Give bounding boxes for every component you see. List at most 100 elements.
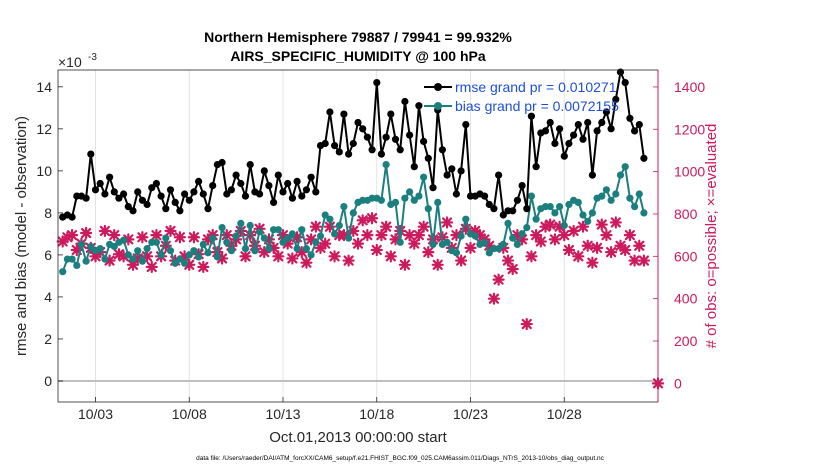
- bias-point: [223, 238, 231, 246]
- x-tick-label: 10/28: [547, 406, 582, 422]
- bias-point: [429, 240, 437, 248]
- obs-point: [159, 239, 172, 252]
- bias-point: [457, 232, 465, 240]
- obs-point: [328, 250, 341, 263]
- rmse-point: [570, 131, 578, 139]
- obs-point: [539, 220, 552, 233]
- y2-tick-label: 600: [674, 248, 698, 264]
- bias-point: [251, 247, 259, 255]
- rmse-point: [443, 171, 451, 179]
- rmse-point: [171, 198, 179, 206]
- rmse-point: [373, 79, 381, 87]
- bias-point: [227, 247, 235, 255]
- rmse-point: [349, 139, 357, 148]
- rmse-point: [166, 186, 175, 194]
- obs-point: [98, 224, 111, 238]
- rmse-point: [359, 125, 367, 133]
- rmse-point: [87, 150, 95, 158]
- rmse-point: [199, 190, 207, 198]
- rmse-point: [551, 139, 559, 148]
- obs-point: [164, 224, 177, 238]
- obs-point: [244, 229, 257, 242]
- rmse-point: [124, 203, 132, 211]
- obs-point: [548, 233, 561, 246]
- rmse-point: [209, 182, 217, 190]
- bias-point: [96, 245, 104, 253]
- rmse-point: [298, 192, 306, 200]
- obs-point: [70, 243, 83, 257]
- obs-point: [220, 229, 233, 242]
- bias-point: [443, 238, 451, 246]
- obs-point: [187, 231, 201, 244]
- obs-point: [276, 229, 290, 242]
- legend-bias-label: bias grand pr = 0.0072155: [455, 98, 619, 114]
- obs-point: [623, 229, 636, 242]
- rmse-point: [312, 188, 320, 196]
- obs-point: [145, 260, 158, 274]
- bias-point: [82, 257, 90, 265]
- bias-point: [588, 209, 597, 217]
- rmse-point: [138, 196, 146, 204]
- bias-point: [307, 251, 315, 259]
- rmse-point: [218, 158, 226, 167]
- bias-point: [340, 203, 348, 211]
- rmse-point: [101, 190, 109, 198]
- y2-axis-label: # of obs: o=possible; ×=evaluated: [703, 124, 720, 349]
- rmse-point: [293, 177, 301, 185]
- bias-point: [331, 230, 339, 238]
- obs-point: [553, 220, 566, 233]
- rmse-point: [307, 173, 315, 181]
- bias-point: [640, 209, 648, 217]
- bias-point: [265, 245, 273, 253]
- bias-point: [382, 161, 390, 169]
- bias-point: [279, 238, 287, 246]
- bias-point: [471, 232, 479, 240]
- obs-point: [117, 250, 130, 263]
- bias-point: [152, 238, 160, 246]
- bias-point: [120, 236, 128, 244]
- obs-point: [305, 233, 318, 246]
- rmse-point: [391, 135, 400, 143]
- rmse-point: [260, 167, 268, 175]
- obs-point: [122, 233, 135, 246]
- bias-point: [396, 238, 404, 246]
- obs-point: [567, 224, 580, 238]
- legend-rmse-marker: [434, 83, 442, 91]
- rmse-point: [574, 121, 582, 129]
- obs-point: [619, 243, 632, 257]
- bias-point: [162, 234, 170, 242]
- rmse-point: [420, 137, 428, 145]
- bias-point: [598, 192, 606, 200]
- obs-point: [197, 260, 210, 274]
- obs-point: [530, 229, 543, 242]
- bias-point: [143, 245, 151, 253]
- bias-point: [59, 268, 67, 276]
- obs-point: [515, 233, 529, 246]
- y-exponent-power: -3: [88, 52, 97, 63]
- obs-point: [464, 241, 477, 254]
- obs-point: [581, 239, 594, 252]
- x-axis-label: Oct.01,2013 00:00:00 start: [269, 429, 447, 446]
- y-tick-label: 6: [44, 247, 52, 263]
- bias-point: [199, 240, 207, 248]
- rmse-point: [424, 154, 432, 162]
- obs-point: [267, 241, 280, 254]
- obs-point: [140, 250, 154, 263]
- rmse-point: [134, 188, 142, 196]
- obs-point: [628, 254, 641, 267]
- y-tick-label: 10: [36, 163, 52, 179]
- bias-point: [260, 234, 268, 242]
- bias-point: [176, 255, 184, 263]
- rmse-point: [377, 150, 385, 158]
- obs-point: [609, 216, 622, 229]
- rmse-point: [232, 171, 240, 179]
- x-tick-label: 10/13: [265, 406, 300, 422]
- bias-point: [77, 240, 85, 248]
- bias-point: [213, 253, 221, 261]
- obs-point: [103, 254, 116, 267]
- bias-point: [195, 253, 203, 261]
- rmse-point: [457, 167, 465, 175]
- bias-point: [110, 242, 118, 251]
- rmse-point: [640, 154, 648, 162]
- bias-point: [631, 203, 639, 211]
